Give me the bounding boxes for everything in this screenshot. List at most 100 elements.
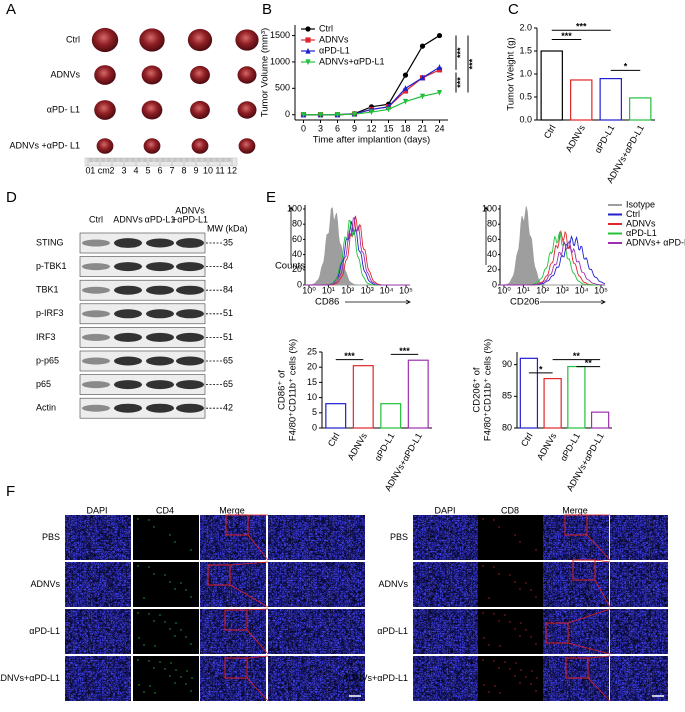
histogram-curve	[304, 206, 410, 286]
merge-image	[543, 609, 609, 654]
stain-dot	[519, 588, 521, 590]
hist-xtick-label: 10⁰	[497, 285, 511, 295]
hist-ytick-label: 80	[292, 219, 302, 229]
stain-dot	[174, 682, 176, 684]
sig-label: ***	[576, 22, 587, 32]
blot-band	[176, 309, 204, 319]
histogram-curve	[499, 206, 605, 286]
sig-label: ***	[455, 77, 465, 88]
stain-dot	[519, 541, 521, 543]
zoom-line	[567, 642, 611, 655]
panel-label: A	[6, 1, 16, 18]
tumor-photo	[94, 100, 116, 120]
merge-image	[543, 562, 609, 607]
tumor-photo	[143, 138, 161, 154]
merge-image	[543, 515, 609, 560]
marker-image	[133, 609, 199, 654]
hist-xtick-label: 10¹	[322, 285, 335, 295]
stain-dot	[169, 675, 171, 677]
hist-ytick-label: 100	[287, 203, 302, 213]
legend-label: ADNVs+αPD-L1	[319, 56, 384, 66]
x-tick-label: 21	[417, 123, 427, 133]
blot-band	[82, 310, 110, 318]
blot-band	[82, 404, 110, 412]
stain-dot	[488, 691, 490, 693]
marker	[436, 32, 443, 39]
zoom-box	[207, 564, 231, 586]
marker	[436, 89, 443, 96]
tumor-photo	[141, 100, 163, 120]
stain-dot	[498, 667, 500, 669]
zoom-line	[229, 561, 269, 566]
stain-dot	[498, 573, 500, 575]
stain-dot	[153, 667, 155, 669]
zoom-line	[567, 608, 611, 624]
blot-band	[114, 403, 142, 413]
x-tick-label: 0	[301, 123, 306, 133]
legend-label: αPD-L1	[319, 45, 350, 55]
stain-dot	[143, 691, 145, 693]
column-header: DAPI	[86, 505, 107, 515]
y-tick-label: 80	[502, 422, 512, 432]
blot-band	[146, 332, 174, 342]
panel-label: E	[266, 189, 276, 206]
tumor-photo	[94, 65, 116, 85]
stain-dot	[154, 692, 156, 694]
ruler-label: 9	[193, 165, 198, 175]
hist-ytick-label: 0	[492, 279, 497, 289]
y-tick-label: 0.0	[519, 114, 532, 124]
stain-dot	[530, 683, 532, 685]
mw-value: 84	[223, 285, 233, 295]
mw-value: 42	[223, 403, 233, 413]
stain-dot	[520, 622, 522, 624]
stain-dot	[169, 534, 171, 536]
zoom-box	[225, 514, 249, 536]
x-tick-label: Ctrl	[326, 431, 342, 448]
column-header: CD8	[501, 505, 519, 515]
lane-label: +αPD-L1	[172, 214, 208, 224]
stain-dot	[530, 589, 532, 591]
stain-dot	[153, 526, 155, 528]
row-label: PBS	[42, 532, 60, 542]
hist-xtick-label: 10²	[536, 285, 549, 295]
stain-dot	[525, 676, 527, 678]
stain-dot	[493, 566, 495, 568]
stain-dot	[164, 574, 166, 576]
x-tick-label: αPD-L1	[558, 431, 582, 463]
marker-image	[478, 656, 544, 701]
bar	[540, 50, 563, 121]
x-tick-label: ADNVs	[346, 431, 370, 462]
ruler-label: 8	[181, 165, 186, 175]
stain-dot	[148, 566, 150, 568]
merge-image	[200, 515, 266, 560]
panel-label: F	[6, 483, 15, 500]
stain-dot	[509, 621, 511, 623]
ruler-label: 12	[227, 165, 237, 175]
stain-dot	[535, 596, 537, 598]
tumor-photo	[237, 66, 257, 84]
marker	[419, 74, 426, 81]
zoom-box	[224, 657, 248, 679]
marker	[436, 64, 443, 70]
stain-dot	[138, 684, 140, 686]
legend-label: Isotype	[626, 199, 655, 209]
x-axis-label: Time after implantion (days)	[313, 135, 430, 146]
x-tick-label: 3	[318, 123, 323, 133]
dapi-image	[413, 515, 479, 560]
mw-value: 65	[223, 355, 233, 365]
zoom-box	[565, 657, 589, 679]
stain-dot	[483, 684, 485, 686]
tumor-photo	[191, 138, 209, 154]
blot-strip	[79, 350, 206, 372]
stain-dot	[494, 685, 496, 687]
stain-dot	[148, 519, 150, 521]
stain-dot	[530, 636, 532, 638]
row-label: ADNVs	[378, 579, 408, 589]
stain-dot	[153, 620, 155, 622]
marker	[385, 106, 392, 113]
marker	[419, 93, 426, 100]
panel-label: C	[508, 1, 519, 18]
marker	[419, 43, 426, 49]
ruler-label: 2	[109, 165, 114, 175]
